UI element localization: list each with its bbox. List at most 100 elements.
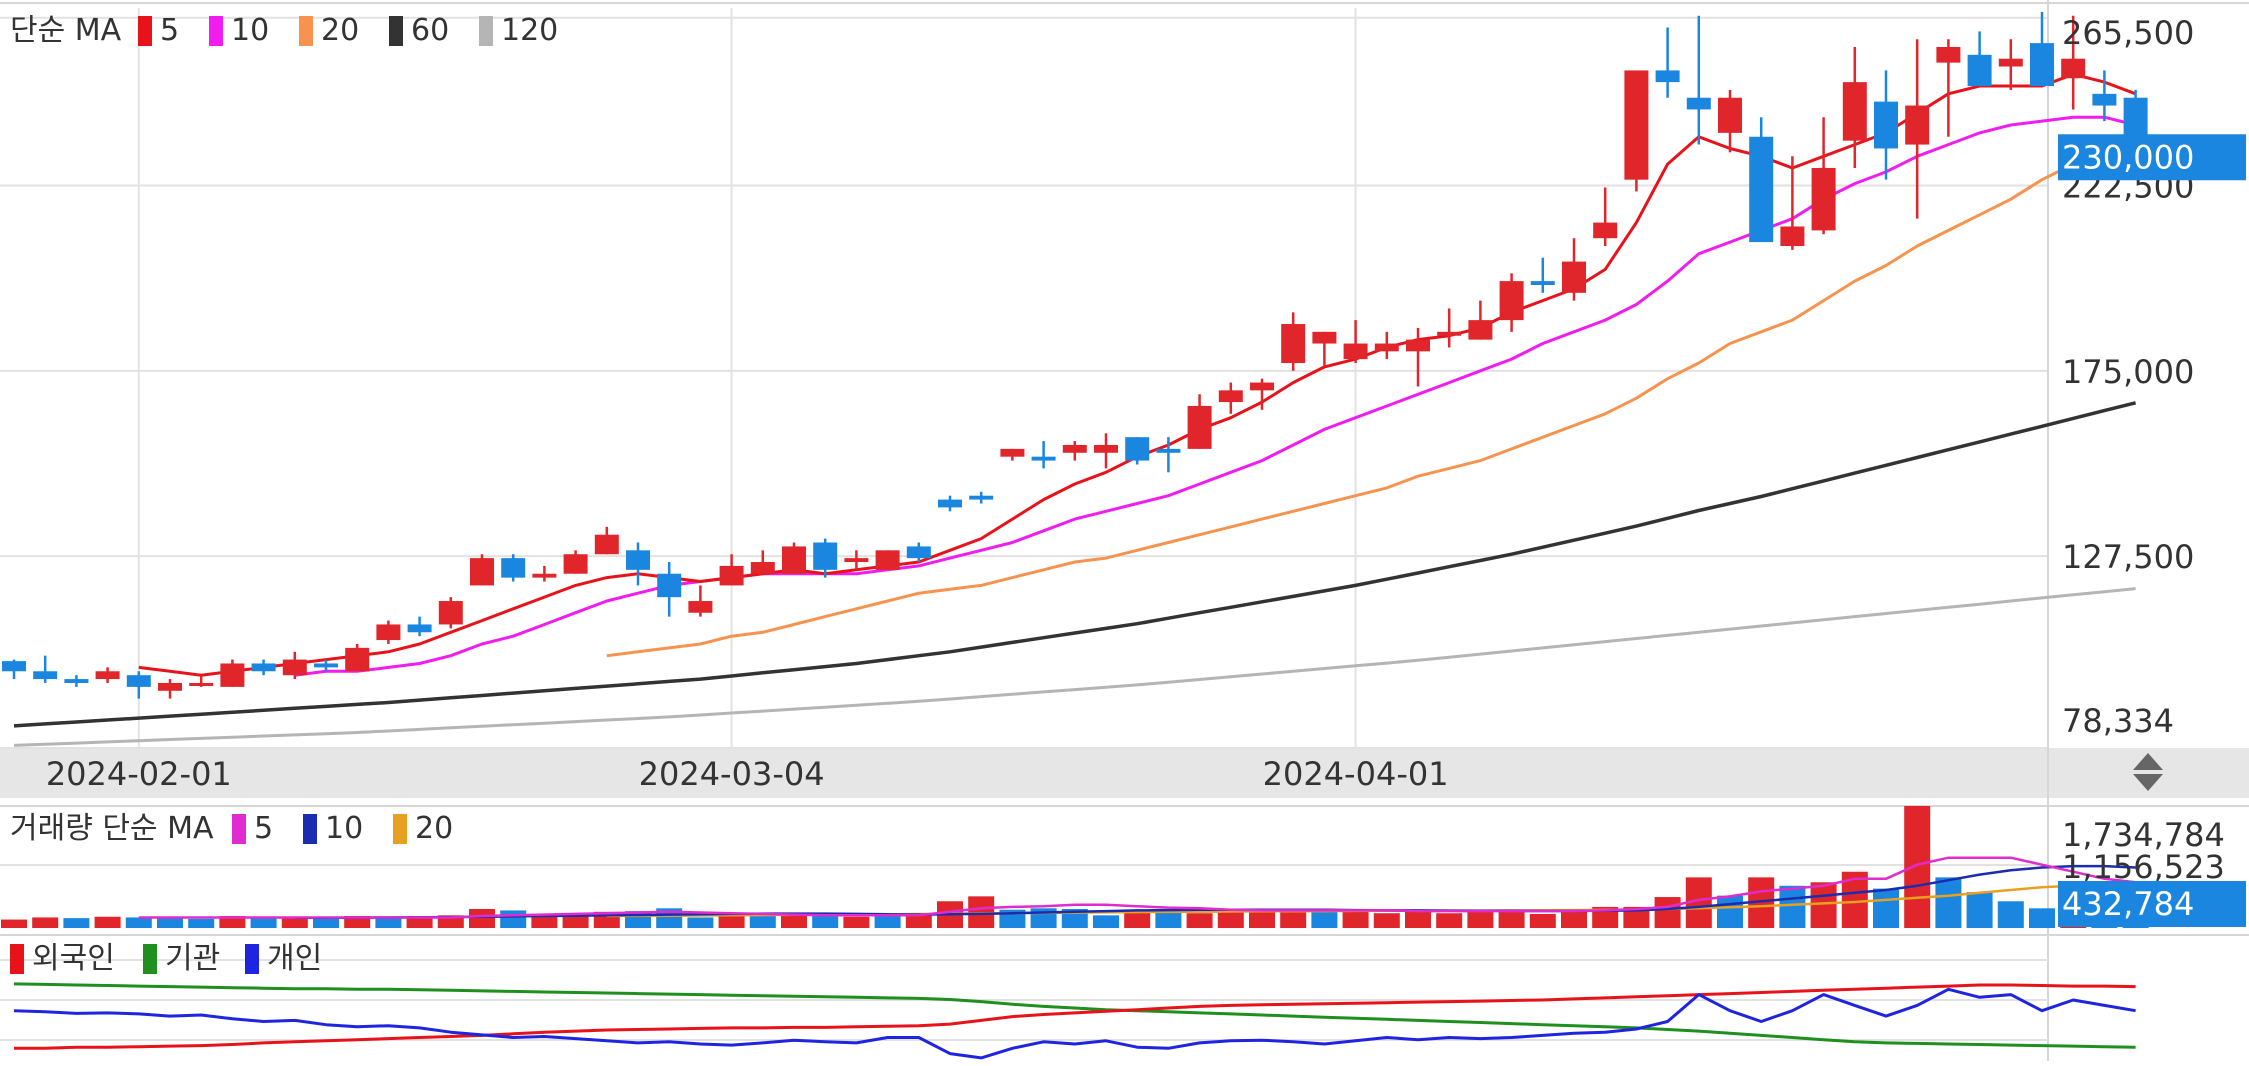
current-price-label: 230,000 xyxy=(2062,138,2194,176)
volume-tick-label: 1,734,784 xyxy=(2062,816,2225,854)
legend-label-individual: 개인 xyxy=(267,941,322,976)
individual-flow-line xyxy=(13,987,2136,1060)
legend-swatch-vol_ma5 xyxy=(232,814,246,844)
volume-bar xyxy=(656,908,683,928)
volume-bar xyxy=(1093,915,1119,928)
legend-swatch-foreign xyxy=(10,944,24,974)
volume-bar xyxy=(781,914,807,928)
legend-swatch-institution xyxy=(143,944,157,974)
candle-body xyxy=(1094,444,1118,453)
volume-bar xyxy=(94,916,121,928)
vol-ma5-line xyxy=(138,856,2136,919)
candle-body xyxy=(1312,331,1337,344)
candle-body xyxy=(1655,70,1680,83)
legend-label-ma10: 10 xyxy=(231,13,269,48)
date-tick-label: 2024-04-01 xyxy=(1263,755,1449,793)
candle-body xyxy=(438,601,463,625)
candle-body xyxy=(532,573,557,578)
candle-body xyxy=(594,534,619,555)
current-volume-label: 432,784 xyxy=(2062,885,2194,923)
current-volume-badge xyxy=(2058,881,2246,927)
candle-body xyxy=(251,663,276,672)
candle-body xyxy=(2061,58,2086,79)
candle-body xyxy=(688,601,713,613)
candle-body xyxy=(158,682,182,691)
institution-flow-line xyxy=(13,982,2136,1049)
volume-bar xyxy=(874,916,901,928)
candle-body xyxy=(64,679,89,683)
chart-resize-handle[interactable] xyxy=(2130,750,2166,794)
price-tick-label: 265,500 xyxy=(2062,14,2194,52)
legend-label-ma60: 60 xyxy=(411,13,449,48)
candle-body xyxy=(95,671,120,680)
candles-group xyxy=(2,11,2148,699)
candle-body xyxy=(875,550,900,570)
date-tick-label: 2024-03-04 xyxy=(639,755,825,793)
volume-tick-label: 1,156,523 xyxy=(2062,848,2225,886)
volume-bar xyxy=(1124,910,1151,928)
candle-body xyxy=(1718,97,1742,133)
candle-body xyxy=(844,558,869,563)
volume-bar xyxy=(718,915,745,928)
candle-body xyxy=(2092,93,2117,106)
candle-body xyxy=(1686,97,1711,110)
volume-bar xyxy=(1966,892,1993,928)
legend-label-ma20: 20 xyxy=(321,13,359,48)
candle-body xyxy=(1031,456,1056,461)
candle-body xyxy=(1156,448,1181,453)
candle-body xyxy=(1250,382,1274,391)
legend-swatch-ma10 xyxy=(209,16,223,46)
candle-body xyxy=(1125,437,1150,461)
volume-bar xyxy=(1373,913,1400,928)
volume-bar xyxy=(749,916,776,928)
volume-bar xyxy=(1,919,27,928)
volume-bar xyxy=(1561,909,1587,928)
legend-swatch-ma120 xyxy=(479,16,493,46)
candle-body xyxy=(1936,47,1961,63)
candle-body xyxy=(126,675,151,687)
price-legend-title: 단순 MA xyxy=(10,13,122,48)
volume-bar xyxy=(1311,909,1338,928)
ma60-line xyxy=(13,401,2137,728)
volume-bar xyxy=(32,917,59,928)
candle-body xyxy=(1874,101,1898,149)
candle-body xyxy=(1281,324,1306,364)
candle-body xyxy=(1062,444,1087,453)
candle-body xyxy=(1343,343,1368,360)
volume-bar xyxy=(1498,911,1525,928)
volume-bar xyxy=(1904,806,1931,928)
legend-label-ma120: 120 xyxy=(501,13,558,48)
date-tick-label: 2024-02-01 xyxy=(46,755,232,793)
candle-body xyxy=(470,558,494,586)
legend-label-vol_ma5: 5 xyxy=(254,811,273,846)
legend-swatch-ma20 xyxy=(299,16,313,46)
volume-bar xyxy=(905,915,932,928)
volume-bar xyxy=(500,910,527,928)
legend-label-vol_ma20: 20 xyxy=(415,811,453,846)
candle-body xyxy=(1468,320,1493,340)
legend-swatch-ma60 xyxy=(389,16,403,46)
current-price-badge xyxy=(2058,134,2246,181)
candle-body xyxy=(1562,261,1586,293)
volume-bar xyxy=(1623,906,1650,928)
date-axis-band xyxy=(0,748,2249,798)
candle-body xyxy=(1998,58,2023,67)
candle-body xyxy=(1811,167,1836,231)
legend-swatch-ma5 xyxy=(138,16,152,46)
legend-label-foreign: 외국인 xyxy=(32,941,115,976)
candle-body xyxy=(657,573,682,598)
volume-bar xyxy=(344,916,371,928)
volume-bar xyxy=(1342,911,1369,928)
ma120-line xyxy=(13,587,2136,747)
legend-label-vol_ma10: 10 xyxy=(325,811,363,846)
investor-legend: 외국인 기관 개인 xyxy=(10,941,322,976)
ma20-line xyxy=(606,143,2136,658)
volume-legend: 거래량 단순 MA 5 10 20 xyxy=(10,811,453,846)
candle-body xyxy=(563,554,588,574)
volume-bar xyxy=(250,917,277,928)
candle-body xyxy=(938,499,962,508)
volume-bar xyxy=(812,915,839,928)
price-tick-label: 175,000 xyxy=(2062,353,2194,391)
